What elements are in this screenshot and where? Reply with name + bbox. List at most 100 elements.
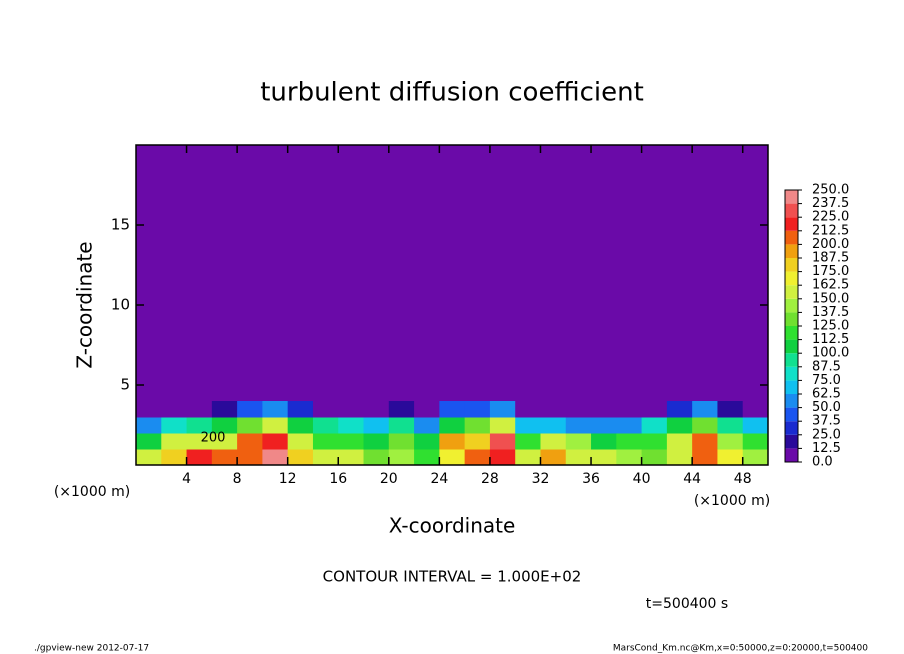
- cell: [565, 449, 592, 466]
- cell: [388, 433, 415, 450]
- cell: [312, 449, 339, 466]
- cell: [338, 449, 365, 466]
- cell: [161, 433, 188, 450]
- y-tick-label: 15: [111, 216, 130, 234]
- cell: [591, 401, 617, 418]
- cell: [237, 417, 263, 434]
- cell: [742, 401, 769, 418]
- colorbar-bin: [785, 326, 798, 340]
- cell: [692, 433, 718, 450]
- colorbar-label: 25.0: [812, 427, 841, 442]
- cell: [641, 417, 668, 434]
- colorbar-bin: [785, 190, 798, 204]
- colorbar-bin: [785, 285, 798, 299]
- cell: [540, 433, 567, 450]
- colorbar-bin: [785, 258, 798, 272]
- cell: [616, 401, 643, 418]
- contour-interval: CONTOUR INTERVAL = 1.000E+02: [323, 568, 582, 586]
- x-axis-label: X-coordinate: [389, 514, 516, 538]
- colorbar-bin: [785, 353, 798, 367]
- cell: [489, 417, 516, 434]
- cell: [262, 401, 289, 418]
- colorbar-label: 87.5: [812, 359, 841, 374]
- cell: [136, 449, 162, 466]
- cell: [742, 417, 769, 434]
- cell: [211, 401, 238, 418]
- cell: [641, 401, 668, 418]
- cell: [515, 401, 541, 418]
- cell: [262, 417, 289, 434]
- colorbar-bin: [785, 230, 798, 245]
- x-tick-label: 40: [633, 471, 651, 487]
- colorbar-label: 12.5: [812, 441, 841, 456]
- cell: [388, 417, 415, 434]
- x-unit: (×1000 m): [694, 493, 770, 509]
- colorbar-bin: [785, 448, 798, 462]
- cell: [565, 417, 592, 434]
- cell: [388, 449, 415, 466]
- cell: [464, 401, 491, 418]
- colorbar-bin: [785, 217, 798, 231]
- x-tick-label: 24: [430, 471, 448, 487]
- colorbar-bin: [785, 407, 798, 422]
- cell: [363, 449, 390, 466]
- cell: [666, 433, 693, 450]
- colorbar-bin: [785, 298, 798, 313]
- cell: [338, 417, 365, 434]
- cell: [363, 401, 390, 418]
- cell: [363, 433, 390, 450]
- x-tick-label: 36: [582, 471, 600, 487]
- colorbar-label: 37.5: [812, 414, 841, 429]
- cell: [237, 449, 263, 466]
- colorbar-bin: [785, 421, 798, 435]
- colorbar-label: 175.0: [812, 264, 849, 279]
- cell: [666, 417, 693, 434]
- cell: [237, 433, 263, 450]
- cell: [464, 417, 491, 434]
- chart-title: turbulent diffusion coefficient: [260, 78, 644, 108]
- colorbar-label: 137.5: [812, 305, 849, 320]
- cell: [312, 401, 339, 418]
- footer: ./gpview-new 2012-07-17: [34, 644, 149, 654]
- cell: [237, 401, 263, 418]
- cell: [540, 417, 567, 434]
- cell: [489, 433, 516, 450]
- cell: [414, 401, 440, 418]
- cell: [186, 417, 213, 434]
- cell: [439, 401, 466, 418]
- cell: [641, 433, 668, 450]
- cell: [287, 449, 314, 466]
- cell: [540, 449, 567, 466]
- colorbar-label: 50.0: [812, 400, 841, 415]
- x-tick-label: 12: [279, 471, 297, 487]
- cell: [211, 449, 238, 466]
- cell: [616, 449, 643, 466]
- x-tick-label: 16: [329, 471, 347, 487]
- cell: [136, 401, 162, 418]
- x-tick-label: 4: [182, 471, 191, 487]
- cell: [742, 433, 769, 450]
- colorbar-label: 112.5: [812, 332, 849, 347]
- cell: [338, 401, 365, 418]
- colorbar-bin: [785, 271, 798, 286]
- cell: [312, 433, 339, 450]
- cell: [717, 401, 744, 418]
- cell: [161, 449, 188, 466]
- y-tick-label: 5: [120, 376, 130, 394]
- time-label: t=500400 s: [646, 596, 728, 612]
- colorbar-label: 212.5: [812, 223, 849, 238]
- x-tick-label: 48: [734, 471, 752, 487]
- footer: MarsCond_Km.nc@Km,x=0:50000,z=0:20000,t=…: [613, 644, 868, 654]
- y-axis-label: Z-coordinate: [73, 241, 97, 368]
- colorbar-bin: [785, 394, 798, 408]
- colorbar-label: 237.5: [812, 196, 849, 211]
- x-unit: (×1000 m): [54, 484, 130, 500]
- colorbar-label: 100.0: [812, 346, 849, 361]
- colorbar-label: 200.0: [812, 237, 849, 252]
- cell: [262, 449, 289, 466]
- colorbar-label: 225.0: [812, 210, 849, 225]
- cell: [616, 433, 643, 450]
- y-tick-label: 10: [111, 296, 130, 314]
- cell: [287, 417, 314, 434]
